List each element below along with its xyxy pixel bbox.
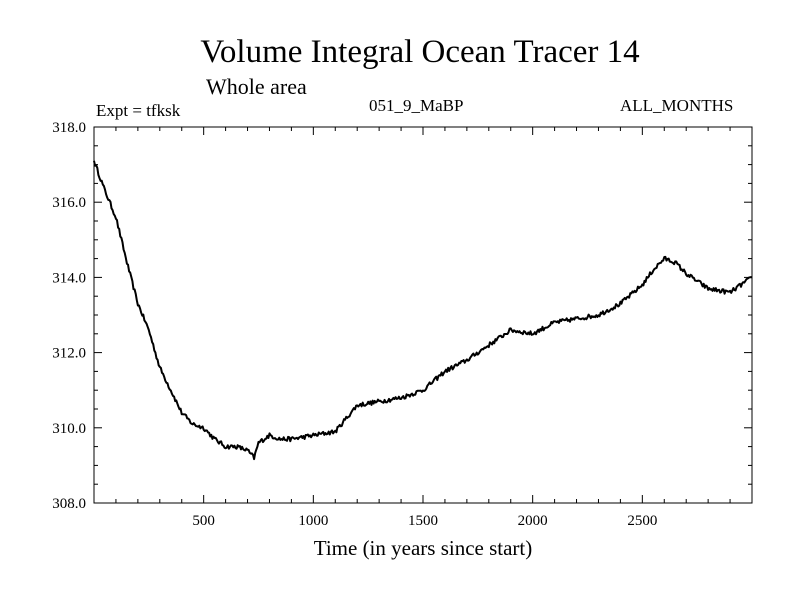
x-tick-label: 2000 (518, 513, 548, 529)
x-tick-label: 1000 (298, 513, 328, 529)
chart-subtitle: Whole area (206, 74, 307, 99)
months-label: ALL_MONTHS (620, 96, 734, 115)
tick-labels: 500 1000 1500 2000 2500 308.0 310.0 312.0 314.0 3… (52, 120, 657, 529)
y-tick-label: 318.0 (52, 120, 86, 136)
chart-title: Volume Integral Ocean Tracer 14 (200, 34, 640, 70)
axis-ticks (94, 127, 752, 503)
x-tick-label: 500 (192, 513, 215, 529)
x-tick-label: 1500 (408, 513, 438, 529)
experiment-label: Expt = tfksk (96, 101, 181, 120)
y-tick-label: 312.0 (52, 346, 86, 362)
y-tick-label: 316.0 (52, 195, 86, 211)
y-tick-label: 310.0 (52, 421, 86, 437)
plot-frame (93, 126, 753, 504)
x-axis-label: Time (in years since start) (313, 536, 533, 560)
x-tick-label: 2500 (627, 513, 657, 529)
y-tick-label: 314.0 (52, 270, 86, 286)
run-label: 051_9_MaBP (369, 96, 464, 115)
data-series-line (93, 160, 753, 461)
y-tick-label: 308.0 (52, 496, 86, 512)
